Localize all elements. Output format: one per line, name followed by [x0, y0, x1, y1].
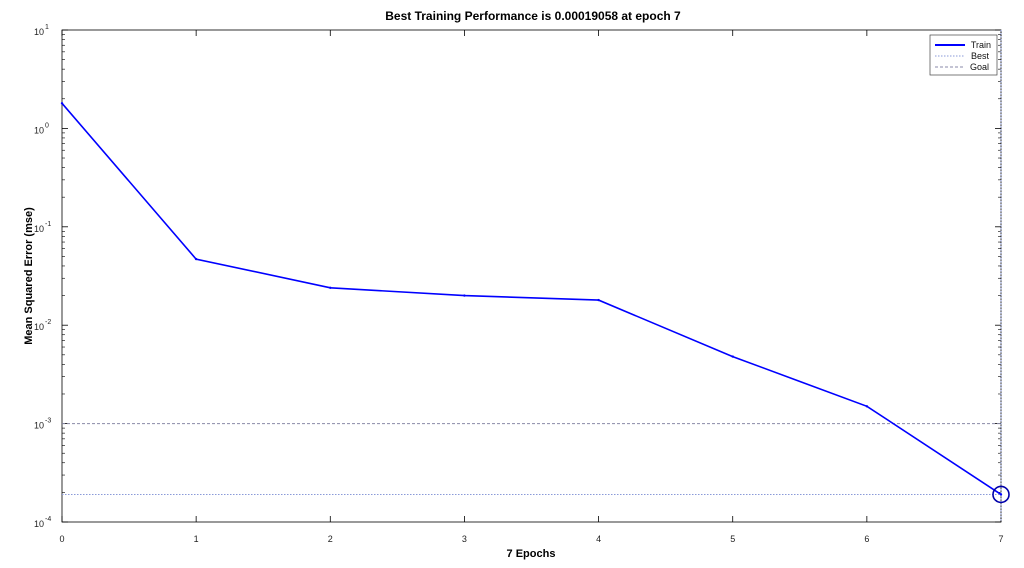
- plot-area: [61, 29, 1002, 523]
- x-tick-label: 3: [462, 534, 467, 544]
- legend: Train Best Goal: [929, 34, 998, 76]
- y-axis-label: Mean Squared Error (mse): [23, 207, 35, 345]
- train-point: [329, 286, 332, 289]
- x-axis: 0 1 2 3 4 5 6 7: [59, 30, 1004, 544]
- series-layer: [60, 102, 1010, 504]
- y-tick-exponent: -2: [45, 319, 51, 326]
- x-tick-label: 2: [328, 534, 333, 544]
- y-tick-label: 10: [34, 322, 44, 332]
- y-tick-label: 10: [34, 519, 44, 529]
- train-point: [463, 294, 466, 297]
- train-point: [999, 493, 1003, 496]
- y-tick-exponent: 0: [45, 122, 49, 129]
- train-point: [865, 405, 869, 408]
- y-tick-exponent: 1: [45, 24, 49, 31]
- x-axis-label: 7 Epochs: [507, 548, 556, 560]
- y-tick-label: 10: [34, 224, 44, 234]
- x-tick-label: 1: [194, 534, 199, 544]
- legend-label-goal: Goal: [970, 62, 989, 72]
- x-tick-label: 5: [730, 534, 735, 544]
- x-tick-label: 6: [864, 534, 869, 544]
- train-point: [60, 102, 64, 105]
- train-point: [731, 355, 734, 358]
- x-tick-label: 4: [596, 534, 601, 544]
- legend-label-best: Best: [971, 51, 990, 61]
- y-tick-label: 10: [34, 125, 44, 135]
- chart-title: Best Training Performance is 0.00019058 …: [385, 9, 681, 23]
- x-tick-label: 7: [998, 534, 1003, 544]
- x-tick-label: 0: [59, 534, 64, 544]
- reference-lines: [62, 30, 1002, 522]
- train-point: [194, 257, 198, 261]
- y-tick-label: 10: [34, 27, 44, 37]
- legend-label-train: Train: [971, 40, 991, 50]
- y-tick-label: 10: [34, 421, 44, 431]
- legend-box: [929, 34, 998, 76]
- train-point: [597, 298, 600, 302]
- train-line: [61, 102, 1002, 496]
- y-tick-exponent: -4: [45, 516, 51, 523]
- best-marker: [992, 485, 1010, 504]
- y-tick-exponent: -1: [45, 221, 51, 228]
- y-tick-exponent: -3: [45, 418, 51, 425]
